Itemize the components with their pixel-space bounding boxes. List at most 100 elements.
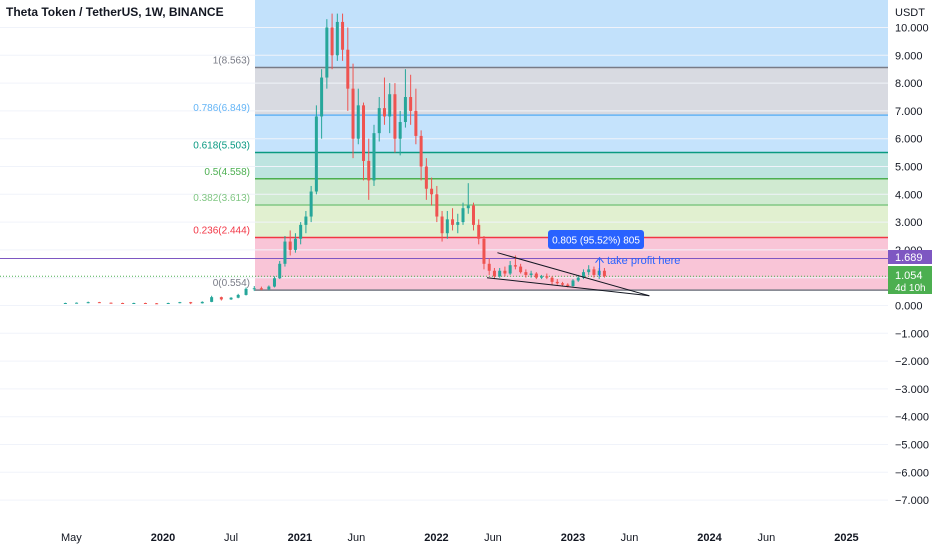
fibonacci-retracement[interactable] xyxy=(255,0,888,291)
candle-body xyxy=(424,166,428,189)
measure-annotation[interactable]: 0.805 (95.52%) 805 take profit here xyxy=(548,230,680,277)
candle-body xyxy=(272,278,276,287)
candle xyxy=(471,202,475,231)
candle xyxy=(330,13,334,70)
candle-body xyxy=(440,216,444,234)
candle-body xyxy=(602,270,606,277)
candle-body xyxy=(435,194,439,217)
candle-body xyxy=(236,294,240,298)
time-tick-label: 2024 xyxy=(697,532,722,544)
candle xyxy=(189,301,193,305)
candle xyxy=(63,302,67,304)
candle xyxy=(519,263,523,274)
horizontal-levels[interactable] xyxy=(0,258,888,277)
candle xyxy=(362,102,366,181)
fib-level-label: 1(8.563) xyxy=(213,55,250,66)
candle xyxy=(545,273,549,280)
candle xyxy=(477,219,481,245)
candle-body xyxy=(487,263,491,271)
candle-body xyxy=(471,205,475,225)
fib-level-label: 0.786(6.849) xyxy=(193,103,250,114)
candle-body xyxy=(356,105,360,139)
fib-level-label: 0(0.554) xyxy=(213,278,250,289)
candle xyxy=(524,269,528,278)
candle xyxy=(435,185,439,223)
candle-body xyxy=(445,219,449,234)
candle-body xyxy=(398,122,402,139)
candle xyxy=(166,302,170,304)
candle xyxy=(143,302,147,304)
candle xyxy=(121,302,125,304)
fib-zone xyxy=(255,67,888,116)
candle xyxy=(492,267,496,280)
candle-body xyxy=(314,116,318,192)
time-tick-label: Jun xyxy=(621,532,639,544)
candle-body xyxy=(403,97,407,123)
candle xyxy=(97,301,101,304)
price-tick-label: −5.000 xyxy=(895,440,929,452)
fib-level-label: 0.236(2.444) xyxy=(193,226,250,237)
candle-body xyxy=(503,270,507,274)
candle xyxy=(529,270,533,278)
candle xyxy=(288,230,292,256)
fib-zone xyxy=(255,178,888,206)
candle-body xyxy=(86,302,90,304)
price-tick-label: 9.000 xyxy=(895,50,923,62)
candle xyxy=(351,63,355,159)
candle-body xyxy=(288,241,292,250)
candle-body xyxy=(283,241,287,264)
candle xyxy=(314,105,318,195)
time-axis[interactable]: May 2020 Jul 2021 Jun 2022 Jun 2023 Jun 2024 Jun 20… xyxy=(61,532,859,544)
candle xyxy=(320,69,324,139)
price-tick-label: 5.000 xyxy=(895,162,923,174)
candle xyxy=(178,301,182,304)
price-tick-label: −1.000 xyxy=(895,328,929,340)
candle-body xyxy=(388,94,392,117)
candle-body xyxy=(75,302,79,304)
candle-body xyxy=(566,284,570,287)
trend-drawings[interactable] xyxy=(486,252,650,297)
candle xyxy=(382,77,386,125)
wedge-trendline[interactable] xyxy=(497,252,650,297)
candle-body xyxy=(259,288,263,290)
candle-body xyxy=(508,265,512,274)
candle xyxy=(132,302,136,304)
candle-body xyxy=(63,302,67,304)
candle-body xyxy=(341,21,345,50)
candle xyxy=(335,13,339,61)
arrow-up-icon xyxy=(595,256,604,263)
candle-body xyxy=(393,94,397,139)
candle-body xyxy=(200,301,204,304)
candle xyxy=(456,213,460,234)
candle-body xyxy=(592,269,596,275)
currency-label: USDT xyxy=(895,7,925,19)
time-tick-label: 2021 xyxy=(288,532,312,544)
candle xyxy=(503,266,507,277)
candle xyxy=(252,286,256,292)
time-tick-label: 2020 xyxy=(151,532,175,544)
candle xyxy=(555,279,559,285)
candle-body xyxy=(456,222,460,225)
candle xyxy=(451,208,455,231)
candle-body xyxy=(409,97,413,111)
time-tick-label: 2025 xyxy=(834,532,858,544)
last-price-value: 1.054 xyxy=(895,270,923,282)
candle xyxy=(244,287,248,296)
price-tick-label: 7.000 xyxy=(895,106,923,118)
candle-body xyxy=(189,302,193,304)
candle-body xyxy=(299,224,303,239)
price-tick-label: 6.000 xyxy=(895,134,923,146)
measure-box xyxy=(548,230,644,249)
candle-body xyxy=(461,208,465,223)
candle xyxy=(299,222,303,245)
price-tick-label: −4.000 xyxy=(895,412,929,424)
price-tick-label: −6.000 xyxy=(895,467,929,479)
candle xyxy=(388,83,392,134)
wedge-trendline[interactable] xyxy=(486,277,650,297)
candle-body xyxy=(229,297,233,300)
candle-body xyxy=(362,105,366,161)
candle xyxy=(75,302,79,304)
candle xyxy=(561,281,565,287)
candle-body xyxy=(466,205,470,209)
